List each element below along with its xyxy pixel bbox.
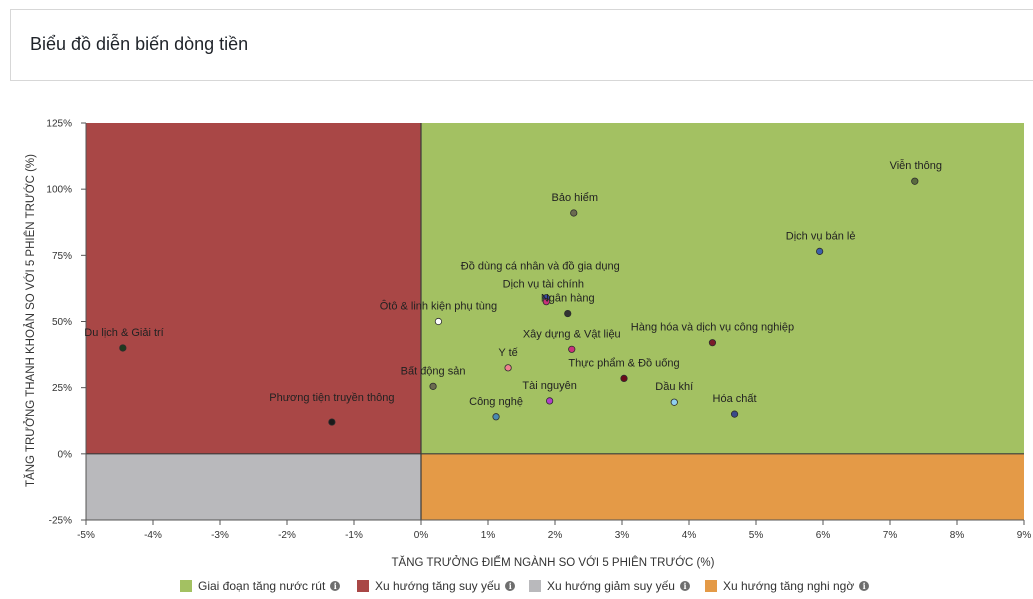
- data-label: Phương tiện truyền thông: [269, 392, 394, 404]
- x-tick-label: 8%: [950, 530, 965, 541]
- data-point: [568, 345, 576, 353]
- data-label: Dịch vụ tài chính: [503, 279, 584, 291]
- data-label: Thực phẩm & Đồ uống: [568, 357, 679, 369]
- legend-swatch-gray: [529, 580, 541, 592]
- x-tick-label: 6%: [816, 530, 831, 541]
- x-tick-label: 2%: [548, 530, 563, 541]
- data-label: Ôtô & linh kiện phụ tùng: [380, 300, 497, 313]
- y-tick-label: 100%: [46, 185, 72, 196]
- quadrant-3: [421, 453, 1024, 520]
- data-point: [670, 398, 678, 406]
- y-axis-title: TĂNG TRƯỞNG THANH KHOẢN SO VỚI 5 PHIÊN T…: [24, 154, 37, 487]
- data-point: [504, 364, 512, 372]
- y-tick-label: 0%: [58, 449, 73, 460]
- data-point: [429, 382, 437, 390]
- info-icon[interactable]: i: [679, 581, 690, 591]
- y-tick-label: 125%: [46, 119, 72, 130]
- data-point: [542, 298, 550, 306]
- x-tick-label: -1%: [345, 530, 363, 541]
- info-icon[interactable]: i: [505, 581, 516, 591]
- x-tick-label: -3%: [211, 530, 229, 541]
- y-tick-label: 25%: [52, 383, 72, 394]
- x-tick-label: 7%: [883, 530, 898, 541]
- data-label: Hàng hóa và dịch vụ công nghiệp: [631, 322, 794, 334]
- data-point: [708, 339, 717, 347]
- legend-label: Giai đoạn tăng nước rút: [198, 579, 326, 593]
- legend-item-gray[interactable]: Xu hướng giảm suy yếu i: [529, 576, 690, 596]
- data-label: Ngân hàng: [541, 293, 595, 305]
- data-point: [564, 309, 572, 318]
- legend-swatch-green: [180, 580, 192, 592]
- quadrant-1: [421, 123, 1024, 454]
- x-tick-label: 9%: [1017, 530, 1032, 541]
- chart-title: Biểu đồ diễn biến dòng tiền: [30, 34, 249, 54]
- data-label: Viễn thông: [890, 159, 942, 172]
- legend-item-red[interactable]: Xu hướng tăng suy yếu i: [357, 576, 516, 596]
- data-label: Hóa chất: [713, 393, 757, 405]
- legend-label: Xu hướng tăng nghi ngờ: [723, 579, 855, 593]
- data-label: Công nghệ: [469, 396, 523, 408]
- y-tick-label: -25%: [49, 516, 72, 527]
- data-point: [570, 209, 578, 217]
- data-point: [620, 374, 628, 383]
- data-point: [492, 413, 500, 421]
- info-icon[interactable]: i: [330, 581, 341, 591]
- legend-item-green[interactable]: Giai đoạn tăng nước rút i: [180, 576, 341, 596]
- x-axis-title: TĂNG TRƯỞNG ĐIỂM NGÀNH SO VỚI 5 PHIÊN TR…: [392, 556, 715, 569]
- data-label: Y tế: [498, 347, 517, 359]
- data-point: [546, 397, 554, 405]
- x-tick-label: 3%: [615, 530, 630, 541]
- data-label: Tài nguyên: [522, 380, 576, 392]
- data-label: Đồ dùng cá nhân và đồ gia dụng: [461, 261, 620, 273]
- y-tick-label: 50%: [52, 317, 72, 328]
- legend-label: Xu hướng giảm suy yếu: [547, 579, 675, 593]
- legend-swatch-orange: [705, 580, 717, 592]
- x-tick-label: -5%: [77, 530, 95, 541]
- x-tick-label: 4%: [682, 530, 697, 541]
- x-tick-label: -4%: [144, 530, 162, 541]
- data-point: [434, 317, 443, 326]
- x-tick-label: 1%: [481, 530, 496, 541]
- data-point: [816, 247, 824, 255]
- quadrant-2: [86, 453, 421, 520]
- legend-label: Xu hướng tăng suy yếu: [375, 579, 501, 593]
- x-tick-label: 0%: [414, 530, 429, 541]
- data-label: Du lịch & Giải trí: [84, 327, 163, 339]
- chart-legend: Giai đoạn tăng nước rút i Xu hướng tăng …: [0, 576, 1033, 596]
- chart-card-header: Biểu đồ diễn biến dòng tiền: [10, 9, 1033, 81]
- data-label: Dầu khí: [655, 381, 693, 393]
- flow-scatter-chart: -5% -4% -3% -2% -1% 0% 1% 2% 3% 4% 5% 6% 7% 8% 9% -25% 0…: [24, 119, 1032, 570]
- x-tick-label: 5%: [749, 530, 764, 541]
- data-label: Bảo hiểm: [552, 192, 598, 204]
- legend-swatch-red: [357, 580, 369, 592]
- data-label: Bất động sản: [401, 365, 466, 377]
- data-point: [730, 410, 739, 418]
- data-point: [119, 344, 127, 352]
- legend-item-orange[interactable]: Xu hướng tăng nghi ngờ i: [705, 576, 870, 596]
- data-label: Dịch vụ bán lẻ: [786, 230, 856, 242]
- data-point: [911, 177, 919, 185]
- y-tick-label: 75%: [52, 251, 72, 262]
- x-tick-label: -2%: [278, 530, 296, 541]
- quadrant-0: [86, 123, 421, 454]
- data-label: Xây dựng & Vật liệu: [523, 328, 621, 340]
- data-point: [328, 418, 336, 426]
- info-icon[interactable]: i: [859, 581, 870, 591]
